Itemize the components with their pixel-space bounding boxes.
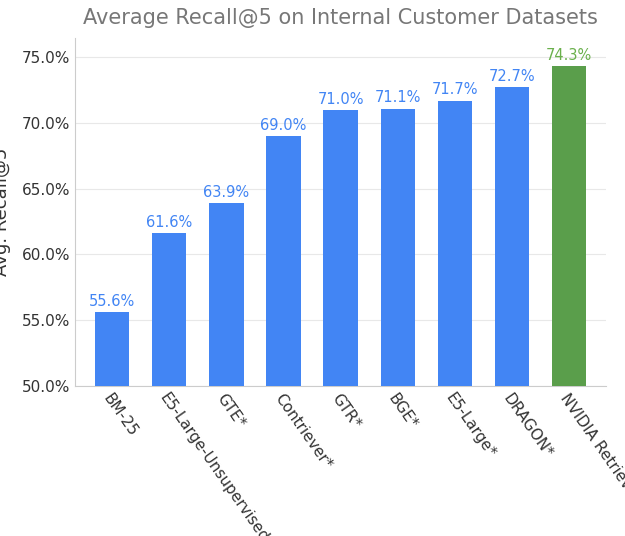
Bar [152, 233, 186, 386]
Text: 71.1%: 71.1% [374, 90, 421, 105]
Bar [266, 136, 301, 386]
Bar [552, 66, 586, 386]
Bar [381, 108, 415, 386]
Text: 74.3%: 74.3% [546, 48, 592, 63]
Bar [495, 87, 529, 386]
Text: 63.9%: 63.9% [203, 185, 249, 200]
Bar [324, 110, 357, 386]
Bar [209, 203, 244, 386]
Text: 55.6%: 55.6% [89, 294, 135, 309]
Text: 71.7%: 71.7% [432, 83, 478, 98]
Text: 61.6%: 61.6% [146, 215, 192, 230]
Title: Average Recall@5 on Internal Customer Datasets: Average Recall@5 on Internal Customer Da… [83, 8, 598, 28]
Text: 72.7%: 72.7% [489, 69, 535, 84]
Text: 69.0%: 69.0% [261, 118, 307, 133]
Y-axis label: Avg. Recall@5: Avg. Recall@5 [0, 147, 11, 276]
Text: 71.0%: 71.0% [318, 92, 364, 107]
Bar [95, 312, 129, 386]
Bar [438, 101, 472, 386]
